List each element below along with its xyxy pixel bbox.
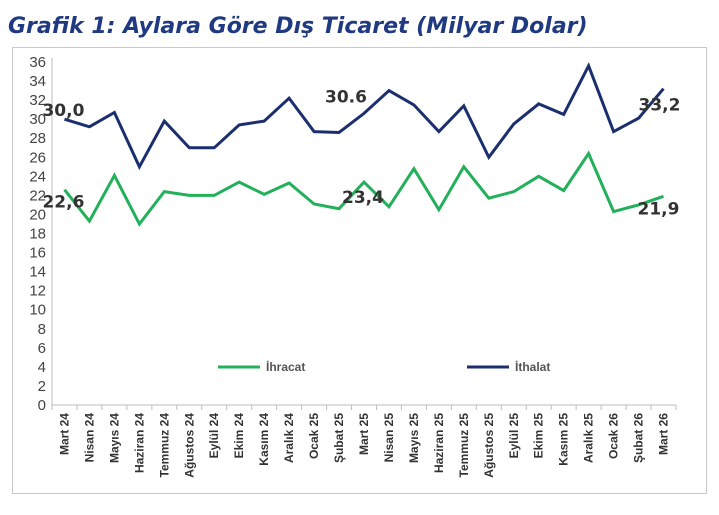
y-tick-label: 22 <box>29 187 46 204</box>
x-tick-label: Kasım 24 <box>257 413 271 466</box>
chart-frame <box>12 47 707 494</box>
data-label: 21,9 <box>638 199 680 219</box>
x-tick-label: Nisan 24 <box>82 413 96 463</box>
y-tick-label: 8 <box>38 321 46 338</box>
x-tick-label: Ağustos 25 <box>482 413 496 478</box>
x-tick-label: Eylül 24 <box>207 413 221 459</box>
y-tick-label: 10 <box>29 302 46 319</box>
data-label: 23,4 <box>342 188 384 208</box>
y-tick-label: 0 <box>38 397 46 414</box>
y-tick-label: 26 <box>29 149 46 166</box>
x-tick-label: Aralık 24 <box>282 413 296 463</box>
x-tick-label: Haziran 25 <box>432 413 446 473</box>
x-tick-label: Ekim 24 <box>232 413 246 459</box>
y-tick-label: 24 <box>29 168 46 185</box>
y-tick-label: 2 <box>38 378 46 395</box>
chart-title: Grafik 1: Aylara Göre Dış Ticaret (Milya… <box>8 14 588 39</box>
legend-label-ihracat: İhracat <box>266 359 305 374</box>
data-label: 30,0 <box>42 101 84 121</box>
y-tick-label: 34 <box>29 73 46 90</box>
legend-label-ithalat: İthalat <box>515 359 550 374</box>
x-tick-label: Temmuz 25 <box>457 413 471 478</box>
x-tick-label: Temmuz 24 <box>157 413 171 478</box>
x-tick-label: Ekim 25 <box>532 413 546 459</box>
data-label: 33,2 <box>639 96 681 116</box>
x-tick-label: Şubat 25 <box>332 413 346 463</box>
series-line-ithalat <box>64 62 665 171</box>
y-tick-label: 16 <box>29 245 46 262</box>
y-tick-label: 4 <box>38 359 46 376</box>
y-tick-label: 12 <box>29 283 46 300</box>
y-tick-label: 6 <box>38 340 46 357</box>
y-tick-label: 18 <box>29 226 46 243</box>
x-tick-label: Mayıs 25 <box>407 413 421 463</box>
x-tick-label: Mayıs 24 <box>107 413 121 463</box>
y-tick-label: 32 <box>29 92 46 109</box>
x-tick-label: Şubat 26 <box>632 413 646 463</box>
x-tick-label: Aralık 25 <box>582 413 596 463</box>
x-tick-label: Mart 25 <box>357 413 371 455</box>
x-tick-label: Eylül 25 <box>507 413 521 459</box>
x-tick-label: Ocak 25 <box>307 413 321 459</box>
x-tick-label: Mart 24 <box>57 413 71 455</box>
y-tick-label: 36 <box>29 54 46 71</box>
x-tick-label: Mart 26 <box>657 413 671 455</box>
data-label: 30.6 <box>325 87 367 107</box>
x-tick-label: Ağustos 24 <box>182 413 196 478</box>
x-tick-label: Nisan 25 <box>382 413 396 463</box>
y-tick-label: 28 <box>29 130 46 147</box>
data-label: 22,6 <box>42 193 84 213</box>
series-line-ihracat <box>63 150 664 227</box>
x-tick-label: Kasım 25 <box>557 413 571 466</box>
x-tick-label: Ocak 26 <box>607 413 621 459</box>
y-tick-label: 30 <box>29 111 46 128</box>
y-tick-label: 20 <box>29 206 46 223</box>
x-tick-label: Haziran 24 <box>132 413 146 473</box>
y-tick-label: 14 <box>29 264 46 281</box>
